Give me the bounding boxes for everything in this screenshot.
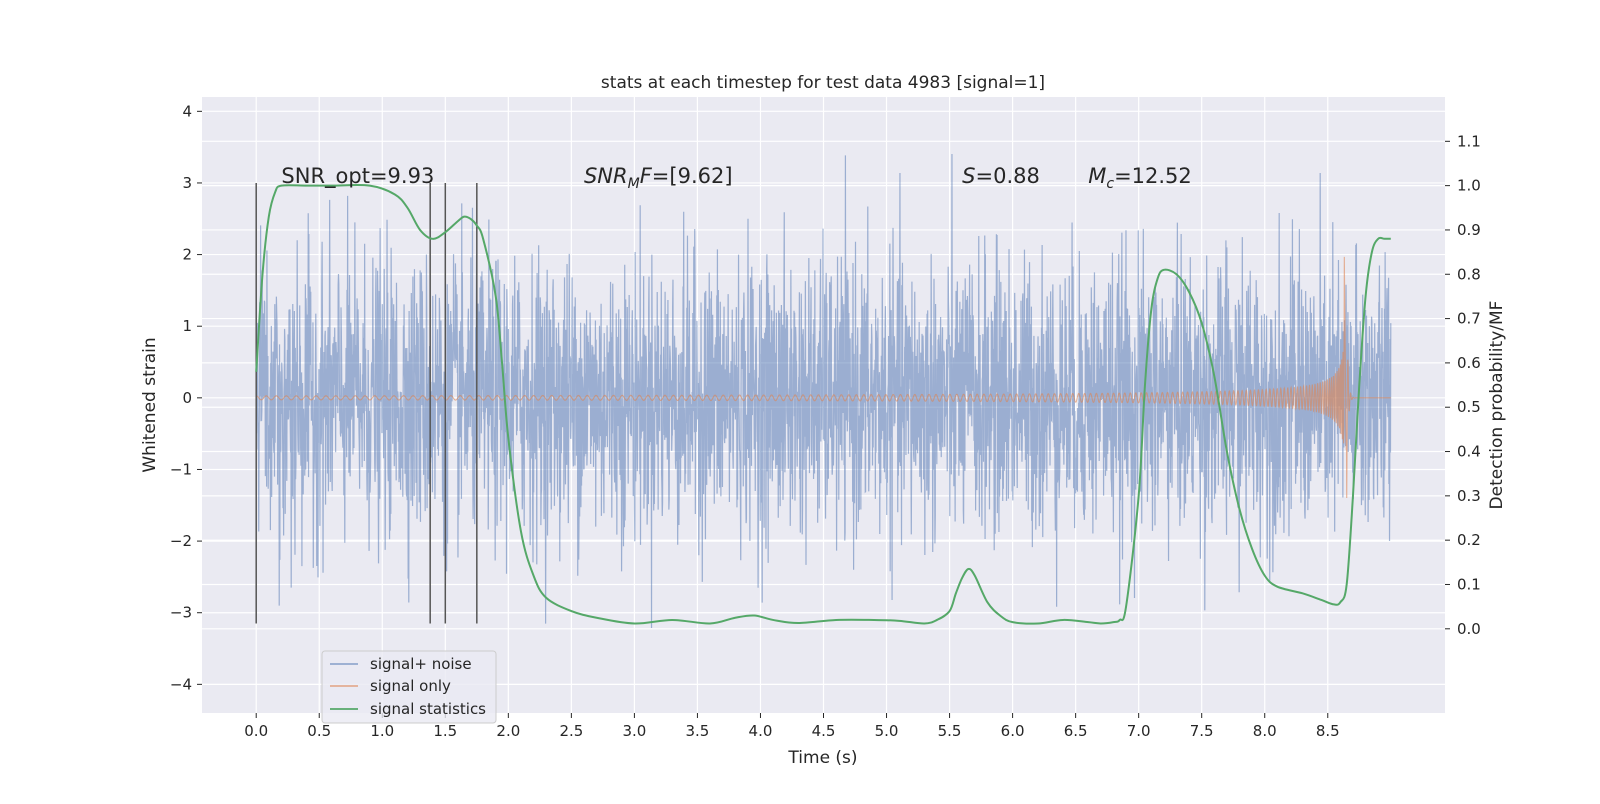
x-tick-label: 8.5 (1316, 722, 1340, 740)
annotation-part: M (628, 176, 640, 192)
y-tick-label: 4 (182, 102, 192, 120)
y-tick-label: −4 (170, 675, 192, 693)
x-tick-label: 2.5 (559, 722, 583, 740)
y2-tick-label: 0.2 (1457, 531, 1481, 549)
y2-tick-label: 0.8 (1457, 265, 1481, 283)
legend: signal+ noise signal only signal statist… (321, 650, 497, 724)
x-tick-label: 1.5 (433, 722, 457, 740)
annotation-part: =0.88 (976, 164, 1040, 188)
x-tick-label: 5.5 (938, 722, 962, 740)
legend-box (321, 650, 497, 724)
y-tick-label: 0 (182, 389, 192, 407)
x-tick-label: 3.0 (622, 722, 646, 740)
y2-axis-label: Detection probability/MF (1487, 301, 1507, 510)
y2-tick-label: 0.1 (1457, 575, 1481, 593)
annotation-part: =[9.62] (652, 164, 733, 188)
annotation-part: S (962, 164, 975, 188)
y2-tick-label: 0.6 (1457, 354, 1481, 372)
vertical-marker-lines (255, 182, 478, 624)
x-tick-label: 4.0 (749, 722, 773, 740)
y2-tick-label: 0.0 (1457, 620, 1481, 638)
annotation-part: SNR_opt=9.93 (281, 164, 434, 189)
x-tick-label: 0.0 (244, 722, 268, 740)
x-tick-label: 0.5 (307, 722, 331, 740)
x-tick-label: 7.0 (1127, 722, 1151, 740)
y2-tick-label: 0.5 (1457, 398, 1481, 416)
annotation-part: M (1088, 164, 1106, 188)
annotation-part: c (1106, 176, 1114, 192)
y2-tick-label: 0.3 (1457, 487, 1481, 505)
y-tick-label: −1 (170, 460, 192, 478)
statistics-trace (255, 183, 1391, 625)
x-tick-label: 7.5 (1190, 722, 1214, 740)
x-tick-label: 6.5 (1064, 722, 1088, 740)
legend-label-signal-plus-noise: signal+ noise (370, 655, 472, 673)
annotation-0: SNR_opt=9.93 (281, 164, 434, 189)
y-axis-ticks: 4 3 2 1 0 −1 −2 −3 −4 (170, 102, 202, 693)
y2-tick-label: 0.9 (1457, 221, 1481, 239)
y2-tick-label: 1.0 (1457, 177, 1481, 195)
series-signal-statistics (255, 183, 1391, 625)
x-tick-label: 5.0 (875, 722, 899, 740)
annotation-part: F (640, 164, 653, 188)
y2-axis-ticks: 1.1 1.0 0.9 0.8 0.7 0.6 0.5 0.4 0.3 0.2 0.1 0.0 (1445, 132, 1481, 638)
y-axis-label: Whitened strain (140, 337, 160, 472)
annotation-part: =12.52 (1114, 164, 1192, 188)
y2-tick-label: 1.1 (1457, 132, 1481, 150)
x-tick-label: 2.0 (496, 722, 520, 740)
x-tick-label: 1.0 (370, 722, 394, 740)
x-tick-label: 6.0 (1001, 722, 1025, 740)
annotation-3: Mc=12.52 (1088, 164, 1192, 192)
y-tick-label: 1 (182, 317, 192, 335)
x-axis-ticks: 0.0 0.5 1.0 1.5 2.0 2.5 3.0 3.5 4.0 4.5 5.0 5.5 6.0 6… (244, 713, 1340, 740)
y2-tick-label: 0.4 (1457, 443, 1481, 461)
legend-label-signal-statistics: signal statistics (370, 700, 486, 718)
y-tick-label: 2 (182, 246, 192, 264)
y-tick-label: 3 (182, 174, 192, 192)
x-axis-label: Time (s) (787, 748, 857, 768)
y-tick-label: −2 (170, 532, 192, 550)
y-tick-label: −3 (170, 604, 192, 622)
y2-tick-label: 0.7 (1457, 310, 1481, 328)
annotation-1: SNRMF=[9.62] (584, 164, 733, 192)
chart-title: stats at each timestep for test data 498… (601, 73, 1045, 93)
x-tick-label: 8.0 (1253, 722, 1277, 740)
legend-label-signal-only: signal only (370, 677, 451, 695)
x-tick-label: 3.5 (686, 722, 710, 740)
annotation-part: SNR (584, 164, 628, 188)
annotation-2: S=0.88 (962, 164, 1040, 188)
annotations: SNR_opt=9.93 SNRMF=[9.62] S=0.88 Mc=12.52 (281, 164, 1191, 192)
x-tick-label: 4.5 (812, 722, 836, 740)
